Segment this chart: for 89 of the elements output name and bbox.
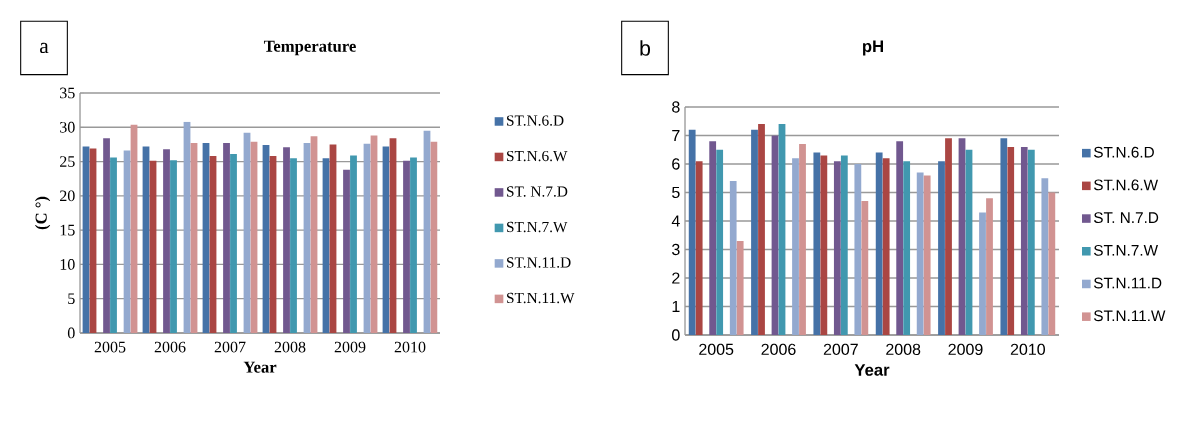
legend-label: ST.N.6.W [507, 150, 568, 162]
bar [290, 158, 297, 333]
bar [709, 141, 717, 335]
bar [223, 143, 230, 333]
x-tick-label: 2009 [948, 343, 983, 356]
bar [792, 158, 799, 335]
y-tick-label: 2 [672, 272, 680, 284]
bar [979, 212, 986, 335]
legend-label: ST.N.7.W [507, 221, 568, 233]
bar [343, 169, 350, 333]
bar [695, 161, 703, 335]
x-tick-label: 2006 [154, 341, 186, 353]
bar [751, 129, 758, 335]
legend-label: ST. N.7.D [1094, 212, 1159, 224]
bar [350, 155, 357, 333]
y-tick-label: 4 [671, 215, 680, 227]
y-tick-label: 30 [60, 121, 75, 133]
y-tick-label: 6 [672, 158, 680, 170]
y-tick-label: 1 [672, 300, 680, 312]
bar [903, 161, 911, 335]
x-tick-label: 2010 [394, 341, 426, 353]
legend-label: ST.N.11.D [507, 257, 571, 268]
bar [1041, 178, 1049, 335]
bar [1000, 138, 1008, 335]
bar [283, 147, 290, 333]
bar [896, 141, 904, 335]
bar [688, 129, 696, 335]
bar [854, 163, 862, 335]
y-tick-label: 5 [68, 293, 75, 305]
bar [923, 175, 931, 335]
x-tick-label: 2005 [94, 341, 126, 353]
legend-label: ST. N.7.D [507, 186, 568, 197]
y-tick-label: 8 [672, 101, 680, 113]
bar [1048, 192, 1056, 335]
text: b [640, 40, 651, 56]
bar [945, 138, 952, 335]
x-tick-label: 2008 [886, 343, 921, 356]
bar [758, 124, 765, 335]
legend-label: ST.N.6.D [507, 115, 564, 126]
bar [916, 172, 924, 335]
y-tick-label: 0 [672, 329, 680, 341]
bar [938, 161, 945, 335]
y-tick-label: 7 [672, 130, 680, 141]
bar [833, 161, 841, 335]
bar [403, 160, 410, 333]
y-tick-label: 20 [60, 190, 75, 202]
legend-label: ST.N.11.W [507, 292, 575, 304]
y-tick-label: 15 [60, 224, 75, 236]
legend-label: ST.N.7.W [1094, 244, 1158, 256]
bar [813, 152, 821, 335]
x-tick-label: 2008 [274, 341, 306, 353]
bar [163, 149, 170, 333]
legend-label: ST.N.11.D [1094, 277, 1162, 289]
y-tick-label: 3 [672, 243, 680, 256]
y-tick-label: 0 [67, 327, 75, 339]
x-tick-label: 2005 [699, 343, 734, 356]
y-tick-label: 10 [60, 259, 75, 270]
bar [861, 201, 869, 335]
y-tick-label: 35 [60, 87, 75, 99]
bar [1007, 146, 1015, 335]
bar [410, 157, 417, 333]
bar [820, 155, 828, 335]
chart-title: Temperature [263, 40, 356, 56]
x-axis-title: Year [854, 364, 890, 376]
bar [875, 152, 883, 335]
y-tick-label: 5 [672, 186, 680, 199]
bar [230, 154, 237, 333]
x-tick-label: 2010 [1010, 343, 1046, 356]
y-tick-label: 25 [60, 156, 75, 167]
y-axis-title: (C °) [35, 196, 51, 230]
bar [110, 157, 117, 333]
bar [170, 160, 177, 333]
bar [882, 158, 890, 335]
bar [736, 240, 744, 335]
bar [1027, 149, 1035, 335]
x-tick-label: 2007 [214, 341, 246, 353]
legend-label: ST.N.11.W [1094, 310, 1166, 322]
legend-label: ST.N.6.D [1094, 146, 1154, 158]
x-tick-label: 2006 [761, 343, 796, 356]
x-tick-label: 2009 [334, 341, 366, 353]
bar [729, 181, 737, 335]
bar [840, 155, 848, 335]
x-axis-title: Year [243, 361, 277, 373]
x-tick-label: 2007 [823, 343, 858, 356]
bar [986, 198, 993, 335]
legend-label: ST.N.6.W [1094, 179, 1158, 191]
bar [799, 144, 806, 335]
text: a [40, 42, 49, 54]
chart-title: pH [863, 40, 883, 56]
